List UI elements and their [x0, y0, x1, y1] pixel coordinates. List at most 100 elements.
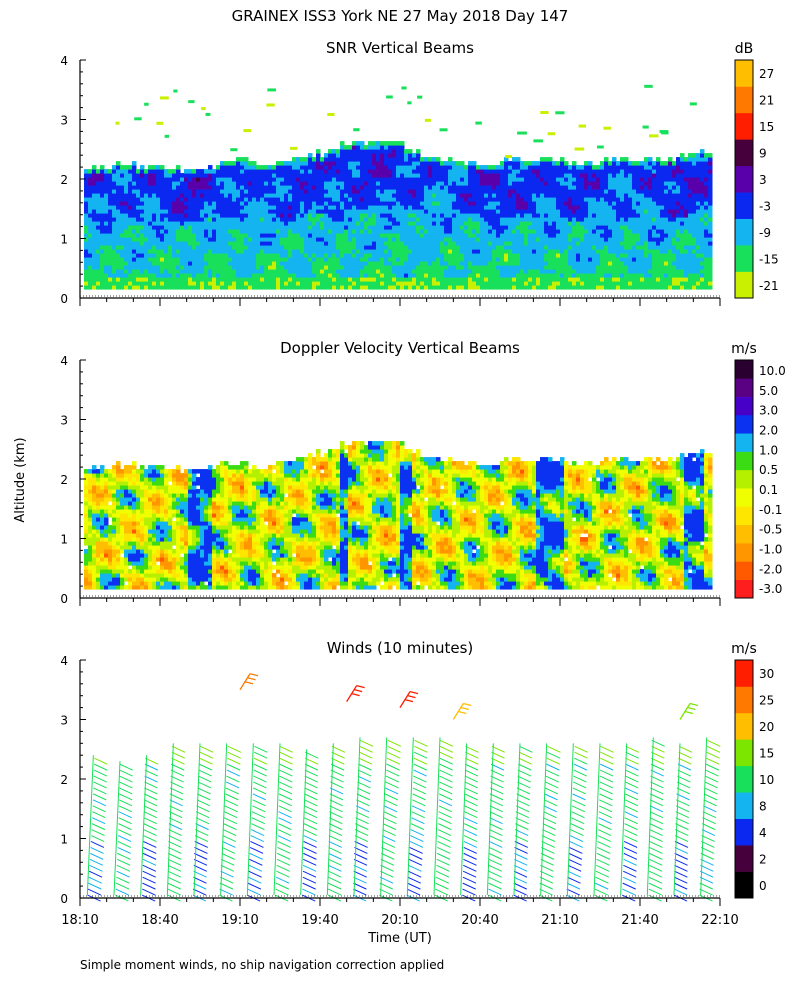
snr-cell — [432, 217, 437, 222]
snr-cell — [276, 245, 281, 250]
snr-cell — [252, 173, 257, 178]
snr-cell — [224, 249, 229, 254]
snr-cell — [320, 197, 325, 202]
snr-cell — [100, 233, 105, 238]
snr-cell — [548, 193, 553, 198]
snr-cell — [384, 217, 389, 222]
snr-cell — [196, 201, 201, 206]
snr-cell — [400, 157, 405, 162]
snr-cell — [252, 197, 257, 202]
snr-cell — [352, 217, 357, 222]
snr-cell — [188, 221, 193, 226]
snr-cell — [156, 209, 161, 214]
snr-cell — [588, 273, 593, 278]
snr-cell — [220, 201, 225, 206]
snr-cell — [384, 229, 389, 234]
snr-cell — [132, 213, 137, 218]
snr-cell — [148, 217, 153, 222]
snr-cell — [104, 197, 109, 202]
snr-cell — [588, 217, 593, 222]
snr-cell — [172, 221, 177, 226]
snr-cell — [448, 253, 453, 258]
snr-cell — [208, 257, 213, 262]
snr-cell — [560, 197, 565, 202]
snr-cell — [608, 229, 613, 234]
snr-cell — [456, 201, 461, 206]
snr-cell — [696, 201, 701, 206]
snr-cell — [116, 161, 121, 166]
snr-cell — [528, 193, 533, 198]
snr-cell — [116, 189, 121, 194]
snr-cell — [148, 181, 153, 186]
snr-cell — [680, 233, 685, 238]
snr-cell — [360, 181, 365, 186]
snr-cell — [164, 193, 169, 198]
snr-cell — [508, 209, 513, 214]
snr-cell — [372, 273, 377, 278]
snr-cell — [196, 189, 201, 194]
snr-cell — [548, 237, 553, 242]
snr-cell — [304, 221, 309, 226]
snr-cell — [512, 221, 517, 226]
snr-cell — [668, 281, 673, 286]
snr-cell — [380, 145, 385, 150]
snr-cell — [92, 229, 97, 234]
snr-cell — [564, 277, 569, 282]
snr-cell — [464, 213, 469, 218]
snr-cell — [668, 269, 673, 274]
snr-cell — [136, 185, 141, 190]
snr-cell — [624, 189, 629, 194]
snr-cell — [188, 241, 193, 246]
snr-cell — [476, 217, 481, 222]
snr-cell — [380, 205, 385, 210]
snr-cell — [104, 173, 109, 178]
snr-cell — [88, 261, 93, 266]
snr-cell — [480, 261, 485, 266]
snr-cell — [508, 225, 513, 230]
snr-cell — [648, 237, 653, 242]
snr-cell — [420, 217, 425, 222]
snr-cell — [592, 201, 597, 206]
snr-cell — [92, 197, 97, 202]
snr-cell — [492, 273, 497, 278]
snr-cell — [360, 165, 365, 170]
snr-cell — [480, 201, 485, 206]
snr-cell — [536, 213, 541, 218]
snr-cell — [432, 201, 437, 206]
snr-cell — [512, 197, 517, 202]
snr-cell — [448, 205, 453, 210]
snr-cell — [344, 241, 349, 246]
snr-cell — [684, 213, 689, 218]
snr-cell — [544, 165, 549, 170]
snr-cell — [160, 253, 165, 258]
snr-cell — [648, 225, 653, 230]
snr-cell — [236, 209, 241, 214]
snr-cell — [544, 241, 549, 246]
snr-cell — [240, 213, 245, 218]
snr-cell — [408, 205, 413, 210]
snr-cell — [280, 225, 285, 230]
snr-cell — [120, 285, 125, 290]
snr-cell — [200, 269, 205, 274]
snr-cell — [392, 141, 397, 146]
snr-cell — [120, 169, 125, 174]
snr-cell — [424, 249, 429, 254]
snr-cell — [576, 265, 581, 270]
snr-cell — [512, 165, 517, 170]
snr-cell — [616, 241, 621, 246]
snr-cell — [340, 145, 345, 150]
snr-cell — [456, 257, 461, 262]
snr-cell — [560, 161, 565, 166]
snr-cell — [100, 221, 105, 226]
snr-cell — [504, 193, 509, 198]
snr-cell — [212, 185, 217, 190]
snr-cell — [84, 169, 89, 174]
snr-cell — [640, 241, 645, 246]
snr-cell — [528, 273, 533, 278]
snr-cell — [336, 261, 341, 266]
snr-cell — [636, 285, 641, 290]
snr-cell — [256, 245, 261, 250]
snr-cell — [176, 173, 181, 178]
snr-cell — [660, 233, 665, 238]
snr-cell — [476, 173, 481, 178]
